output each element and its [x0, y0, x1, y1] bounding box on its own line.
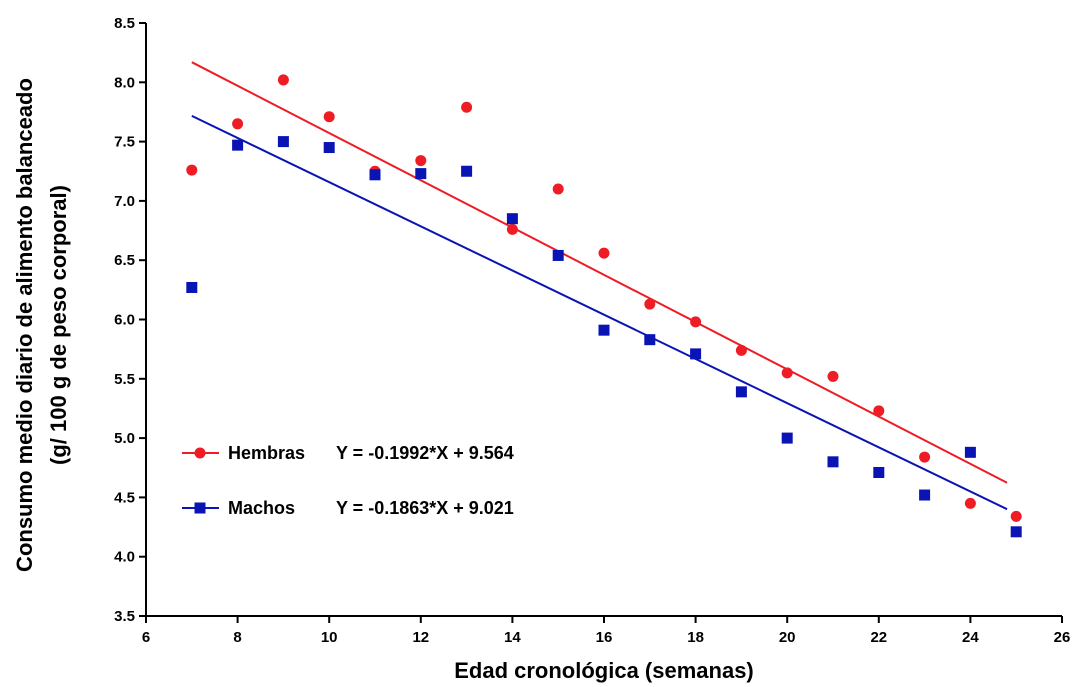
point-hembras [415, 155, 427, 167]
point-machos [827, 456, 839, 468]
legend: Hembras Y = -0.1992*X + 9.564 Machos Y =… [182, 443, 514, 518]
point-hembras [644, 298, 656, 310]
point-machos [186, 281, 198, 293]
point-hembras [735, 344, 747, 356]
x-ticks: 6 8 10 12 14 16 18 20 22 24 26 [142, 616, 1071, 646]
axes [145, 23, 1062, 617]
point-machos [277, 136, 289, 148]
y-tick-label: 5.5 [114, 371, 135, 388]
point-hembras [186, 164, 198, 176]
y-tick-label: 4.5 [114, 489, 135, 506]
x-axis-title: Edad cronológica (semanas) [454, 658, 754, 683]
point-machos [1010, 526, 1022, 538]
x-tick-label: 22 [870, 629, 887, 646]
legend-item-machos: Machos Y = -0.1863*X + 9.021 [182, 498, 514, 518]
point-hembras [552, 183, 564, 195]
y-tick-label: 4.0 [114, 549, 135, 566]
y-tick-label: 3.5 [114, 608, 135, 625]
y-tick-label: 5.0 [114, 430, 135, 447]
legend-label-hembras: Hembras [228, 443, 305, 463]
point-machos [781, 432, 793, 444]
y-axis-title-line-2: (g/ 100 g de peso corporal) [46, 185, 71, 465]
point-hembras [827, 370, 839, 382]
point-machos [919, 489, 931, 501]
y-tick-label: 6.0 [114, 312, 135, 329]
point-machos [598, 324, 610, 336]
point-hembras [232, 118, 244, 130]
point-machos [690, 348, 702, 360]
x-tick-label: 14 [504, 629, 521, 646]
legend-item-hembras: Hembras Y = -0.1992*X + 9.564 [182, 443, 514, 463]
point-machos [644, 334, 656, 346]
fit-lines [191, 61, 1008, 511]
point-hembras [323, 111, 335, 123]
y-tick-label: 6.5 [114, 252, 135, 269]
point-hembras [598, 247, 610, 259]
point-hembras [781, 367, 793, 379]
legend-equation-machos: Y = -0.1863*X + 9.021 [336, 498, 514, 518]
point-machos [552, 249, 564, 261]
y-axis-title: Consumo medio diario de alimento balance… [12, 78, 71, 572]
fit-line-machos [191, 114, 1008, 511]
point-hembras [506, 223, 518, 235]
point-machos [735, 386, 747, 398]
x-tick-label: 12 [412, 629, 429, 646]
point-machos [323, 142, 335, 154]
point-hembras [919, 451, 931, 463]
x-tick-label: 6 [142, 629, 150, 646]
point-hembras [964, 497, 976, 509]
x-tick-label: 8 [233, 629, 241, 646]
y-tick-label: 8.5 [114, 15, 135, 32]
legend-marker-machos [194, 502, 206, 514]
y-tick-label: 7.5 [114, 134, 135, 151]
point-machos [461, 165, 473, 177]
y-tick-label: 8.0 [114, 74, 135, 91]
y-tick-label: 7.0 [114, 193, 135, 210]
x-tick-label: 10 [321, 629, 338, 646]
point-machos [506, 213, 518, 225]
fit-line-hembras [191, 61, 1008, 484]
point-machos [232, 139, 244, 151]
y-axis-title-line-1: Consumo medio diario de alimento balance… [12, 78, 37, 572]
x-tick-label: 18 [687, 629, 704, 646]
point-hembras [873, 405, 885, 417]
point-machos [873, 466, 885, 478]
legend-equation-hembras: Y = -0.1992*X + 9.564 [336, 443, 514, 463]
legend-marker-hembras [194, 447, 206, 459]
x-tick-label: 26 [1054, 629, 1071, 646]
x-tick-label: 20 [779, 629, 796, 646]
point-hembras [1010, 510, 1022, 522]
x-tick-label: 24 [962, 629, 979, 646]
point-hembras [277, 74, 289, 86]
y-ticks: 3.5 4.0 4.5 5.0 5.5 6.0 6.5 7.0 7.5 8.0 8.5 [114, 15, 146, 625]
point-machos [415, 168, 427, 180]
legend-label-machos: Machos [228, 498, 295, 518]
point-machos [369, 169, 381, 181]
x-tick-label: 16 [596, 629, 613, 646]
point-machos [964, 446, 976, 458]
data-points [186, 74, 1022, 538]
point-hembras [461, 101, 473, 113]
point-hembras [690, 316, 702, 328]
